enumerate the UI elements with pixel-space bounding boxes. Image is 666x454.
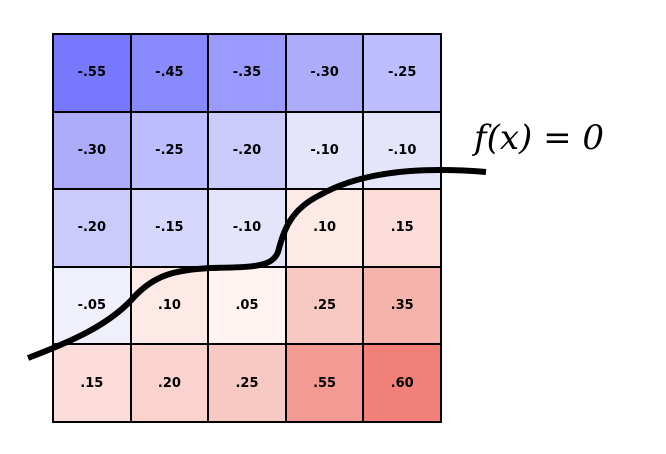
grid-cell: .05 bbox=[208, 266, 286, 345]
grid-cell: -.20 bbox=[208, 111, 286, 190]
decision-boundary-curve bbox=[26, 166, 487, 361]
grid-cell: -.30 bbox=[285, 34, 364, 112]
grid-cell: .15 bbox=[53, 344, 131, 422]
grid-cell: -.10 bbox=[285, 111, 364, 190]
grid-cell: .10 bbox=[130, 266, 209, 345]
grid-cell: -.15 bbox=[130, 189, 209, 267]
grid-cell: -.25 bbox=[130, 111, 209, 190]
value-grid: -.55 -.45 -.35 -.30 -.25 -.30 -.25 -.20 -.10 -.10… bbox=[52, 33, 442, 423]
boundary-equation: f(x) = 0 bbox=[474, 118, 605, 158]
grid-cell: -.30 bbox=[53, 111, 131, 190]
grid-cell: .55 bbox=[285, 344, 364, 422]
grid-cell: -.25 bbox=[363, 34, 441, 112]
grid-cell: .25 bbox=[285, 266, 364, 345]
grid-cell: .15 bbox=[363, 189, 441, 267]
grid-cell: -.45 bbox=[130, 34, 209, 112]
grid-cell: -.20 bbox=[53, 189, 131, 267]
grid-cell: .25 bbox=[208, 344, 286, 422]
grid-cell: -.35 bbox=[208, 34, 286, 112]
grid-cell: .60 bbox=[363, 344, 441, 422]
grid-cell: .20 bbox=[130, 344, 209, 422]
grid-cell: .35 bbox=[363, 266, 441, 345]
grid-cell: -.55 bbox=[53, 34, 131, 112]
